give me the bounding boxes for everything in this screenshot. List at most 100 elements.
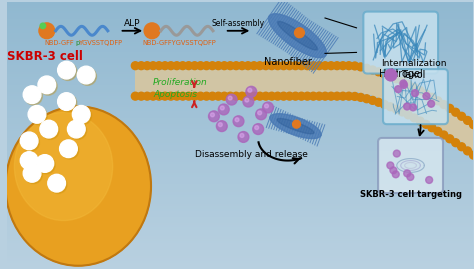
Bar [8, 56, 474, 57]
Circle shape [161, 62, 169, 70]
Circle shape [321, 92, 329, 100]
Bar [8, 192, 474, 193]
Bar [8, 4, 474, 5]
Circle shape [386, 72, 394, 80]
Bar [8, 137, 474, 138]
Bar [8, 109, 474, 110]
Bar [8, 66, 474, 67]
Bar [8, 162, 474, 164]
Circle shape [410, 114, 418, 122]
Circle shape [36, 155, 54, 172]
Bar [8, 128, 474, 129]
Bar [8, 246, 474, 247]
Bar [8, 102, 474, 104]
Circle shape [37, 156, 55, 174]
Bar [8, 122, 474, 123]
Bar [8, 101, 474, 102]
Bar [8, 159, 474, 160]
Bar [8, 229, 474, 230]
Bar [8, 212, 474, 213]
Circle shape [243, 96, 254, 107]
Bar [8, 261, 474, 262]
Bar [8, 233, 474, 234]
Circle shape [292, 92, 300, 100]
Bar [8, 99, 474, 100]
Bar [8, 193, 474, 194]
Bar [8, 81, 474, 82]
Circle shape [416, 117, 424, 125]
Bar [8, 254, 474, 255]
Bar [8, 221, 474, 222]
Bar [8, 237, 474, 238]
Bar [8, 35, 474, 36]
Bar [8, 235, 474, 236]
Bar [8, 54, 474, 55]
Circle shape [209, 92, 216, 100]
Bar [8, 44, 474, 45]
Circle shape [220, 62, 228, 70]
Bar [8, 47, 474, 48]
Bar [8, 188, 474, 189]
Bar [8, 217, 474, 218]
Circle shape [226, 62, 234, 70]
Bar [8, 30, 474, 31]
Bar [8, 165, 474, 167]
Bar [8, 251, 474, 252]
Bar [8, 55, 474, 56]
Bar [8, 234, 474, 235]
Bar [8, 57, 474, 58]
Bar [8, 201, 474, 202]
Circle shape [393, 150, 400, 157]
Bar [8, 262, 474, 263]
Bar [8, 255, 474, 256]
Text: NBD-GFFYGVSSTQDFP: NBD-GFFYGVSSTQDFP [143, 40, 217, 45]
Bar [8, 91, 474, 92]
Bar [8, 97, 474, 98]
Circle shape [452, 108, 460, 116]
Bar [8, 10, 474, 11]
Circle shape [428, 93, 436, 101]
Circle shape [167, 92, 175, 100]
Circle shape [256, 92, 264, 100]
Circle shape [369, 97, 376, 104]
Circle shape [214, 62, 222, 70]
Circle shape [149, 92, 157, 100]
Bar [8, 2, 474, 3]
Circle shape [446, 104, 454, 112]
Bar [8, 111, 474, 112]
Circle shape [280, 92, 288, 100]
Circle shape [404, 80, 412, 88]
Circle shape [286, 92, 293, 100]
Bar [8, 19, 474, 20]
Bar [8, 131, 474, 132]
Circle shape [263, 102, 273, 113]
Circle shape [274, 92, 282, 100]
Circle shape [400, 80, 407, 87]
Circle shape [363, 64, 371, 72]
Bar [8, 39, 474, 40]
Bar [8, 183, 474, 184]
Bar [8, 95, 474, 96]
Ellipse shape [278, 21, 318, 50]
Circle shape [161, 92, 169, 100]
Bar [8, 236, 474, 237]
Circle shape [202, 92, 210, 100]
Circle shape [74, 107, 91, 125]
Bar [8, 108, 474, 109]
Circle shape [244, 62, 252, 70]
Circle shape [238, 62, 246, 70]
Text: SKBR-3 cell targeting: SKBR-3 cell targeting [360, 190, 462, 199]
Text: SKBR-3 cell: SKBR-3 cell [7, 50, 83, 63]
Circle shape [333, 92, 341, 100]
Circle shape [220, 106, 224, 110]
Circle shape [59, 94, 77, 112]
Bar [8, 242, 474, 243]
Bar [8, 191, 474, 192]
Bar [8, 134, 474, 135]
Bar [8, 187, 474, 188]
Bar [8, 31, 474, 32]
Bar [8, 176, 474, 177]
Bar [8, 82, 474, 83]
Bar [8, 146, 474, 147]
Bar [8, 37, 474, 38]
